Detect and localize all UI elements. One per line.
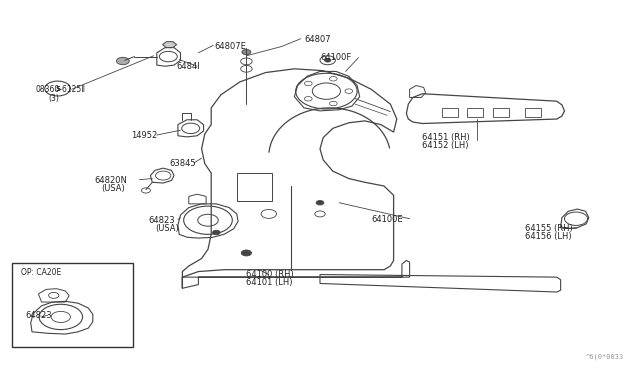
Text: 64820N: 64820N xyxy=(95,176,127,185)
Circle shape xyxy=(316,201,324,205)
Bar xyxy=(12,263,133,347)
Circle shape xyxy=(324,58,331,62)
Text: 6484I: 6484I xyxy=(176,62,200,71)
Text: 64152 (LH): 64152 (LH) xyxy=(422,141,469,150)
Text: 64101 (LH): 64101 (LH) xyxy=(246,278,293,287)
Text: S: S xyxy=(55,86,60,92)
Text: 64823: 64823 xyxy=(148,216,175,225)
Text: 64156 (LH): 64156 (LH) xyxy=(525,232,572,241)
Text: 64807: 64807 xyxy=(304,35,331,44)
Text: ^6(0*0033: ^6(0*0033 xyxy=(586,354,624,360)
Text: 64100E: 64100E xyxy=(371,215,403,224)
Text: 14952: 14952 xyxy=(131,131,157,140)
Text: 64100F: 64100F xyxy=(320,53,351,62)
Text: 64155 (RH): 64155 (RH) xyxy=(525,224,573,233)
Circle shape xyxy=(242,49,251,55)
Text: (USA): (USA) xyxy=(101,185,125,193)
Circle shape xyxy=(241,250,252,256)
Text: (USA): (USA) xyxy=(155,224,179,233)
Text: OP: CA20E: OP: CA20E xyxy=(21,268,61,277)
Bar xyxy=(493,108,509,117)
Bar xyxy=(525,108,541,117)
Text: (3): (3) xyxy=(48,94,59,103)
Circle shape xyxy=(116,57,129,65)
Bar xyxy=(467,108,483,117)
Polygon shape xyxy=(163,42,177,48)
Text: 64807E: 64807E xyxy=(214,42,246,51)
Bar xyxy=(442,108,458,117)
Text: 64100 (RH): 64100 (RH) xyxy=(246,270,294,279)
Text: 64151 (RH): 64151 (RH) xyxy=(422,133,470,142)
Text: 08360-6125Ⅱ: 08360-6125Ⅱ xyxy=(35,85,85,94)
Text: 64823: 64823 xyxy=(26,311,52,320)
Circle shape xyxy=(212,230,220,235)
Text: 63845: 63845 xyxy=(170,159,196,168)
Bar xyxy=(237,173,272,201)
